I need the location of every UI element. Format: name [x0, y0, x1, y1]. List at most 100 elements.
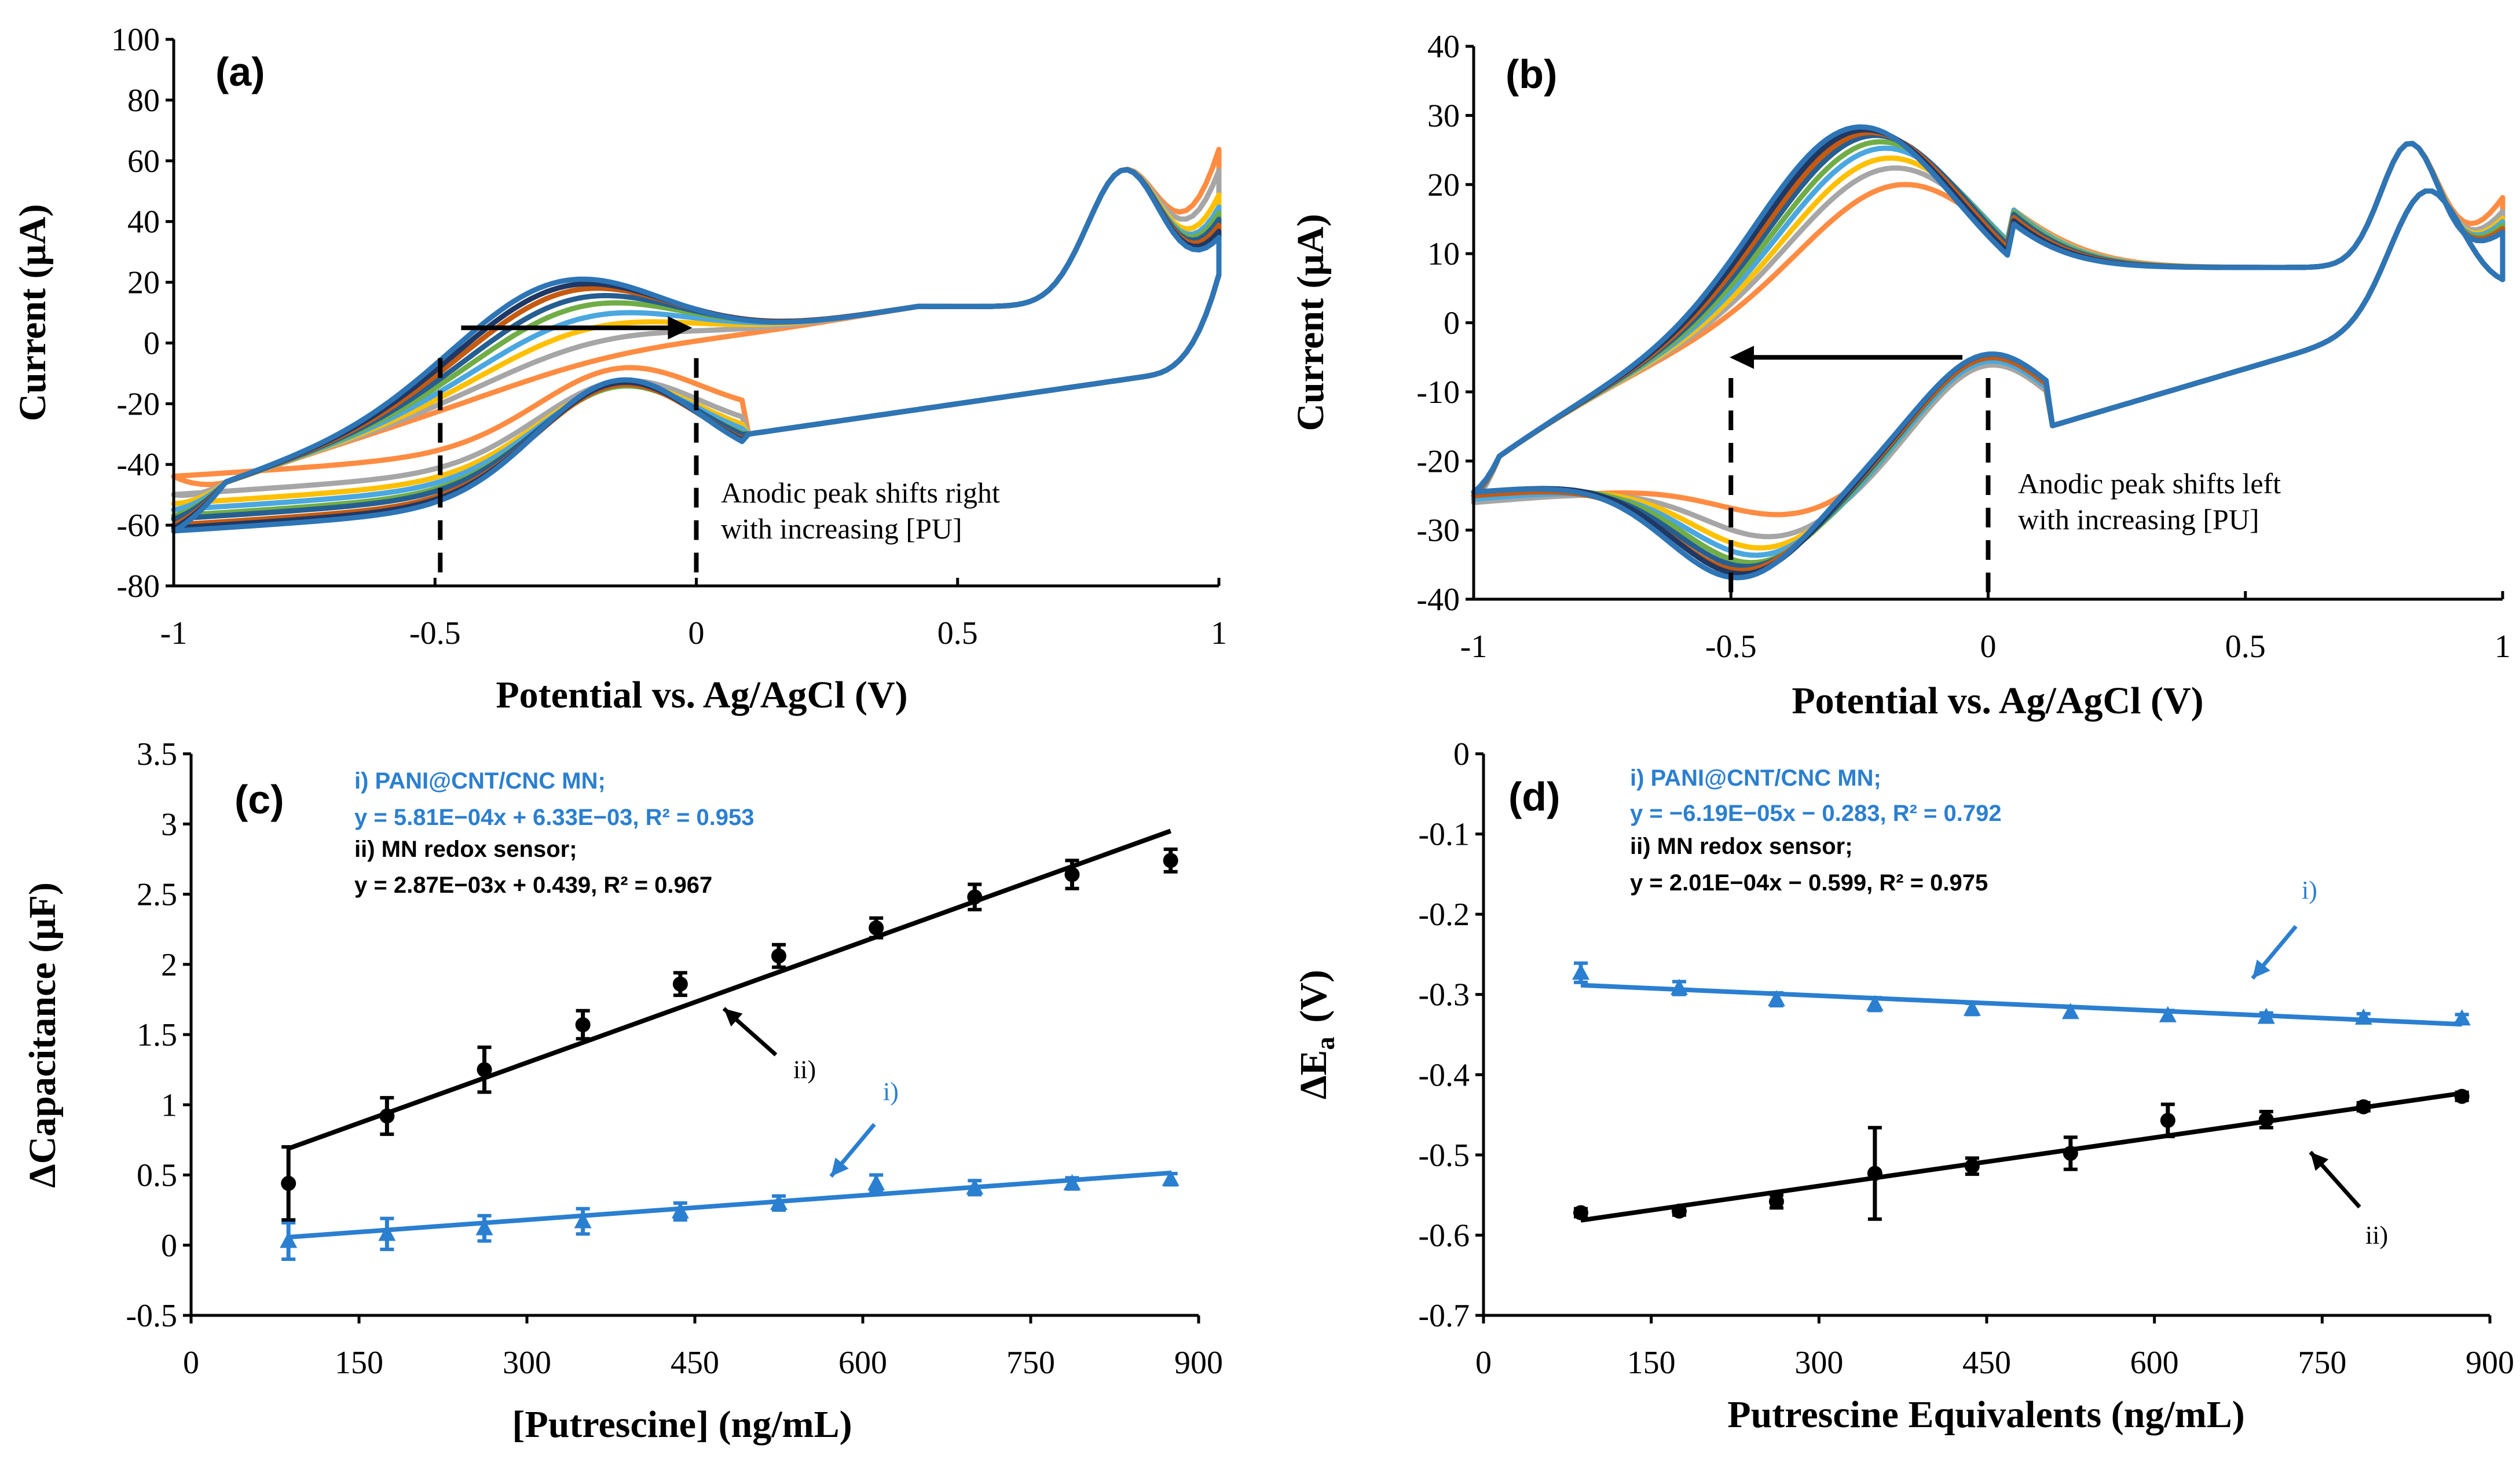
panel-c-fit-line-1: [288, 1170, 1171, 1240]
panel-a-label: (a): [215, 49, 265, 94]
panel-b-y-ticks: -40 -30 -20 -10 0 10 20 30 40: [1416, 29, 1474, 618]
panel-c-data-point-triangle: [770, 1194, 788, 1210]
panel-b-x-tick-label: 0: [1980, 629, 1997, 665]
panel-c-plot-area: i) ii): [280, 828, 1180, 1261]
panel-a-y-tick-label: -40: [116, 447, 160, 483]
panel-a-y-tick-label: 40: [127, 204, 160, 240]
panel-a-x-tick-label: 0.5: [937, 615, 978, 651]
panel-c-data-point-circle: [379, 1108, 395, 1124]
panel-d-data-point-circle: [1768, 1194, 1784, 1209]
panel-b-x-tick-label: 1: [2495, 629, 2511, 665]
panel-a-x-tick-label: -1: [160, 615, 188, 651]
panel-d-potential-shift-plot: i) ii) -0.7 -0.6 -0.5 -0.4 -0.3 -0.2 -0.1 0 0 150…: [1292, 736, 2514, 1436]
panel-c-legend-blue-equation: y = 5.81E−04x + 6.33E−03, R² = 0.953: [354, 805, 754, 830]
panel-d-data-point-circle: [2356, 1099, 2371, 1114]
panel-d-legend-black-equation: y = 2.01E−04x − 0.599, R² = 0.975: [1630, 870, 1988, 896]
panel-b-y-tick-label: 40: [1427, 29, 1460, 65]
panel-d-y-ticks: -0.7 -0.6 -0.5 -0.4 -0.3 -0.2 -0.1 0: [1418, 736, 1484, 1334]
panel-b-y-tick-label: -40: [1416, 582, 1460, 618]
panel-a-y-tick-label: 0: [144, 325, 160, 361]
panel-c-x-tick-label: 450: [671, 1345, 719, 1381]
panel-b-x-ticks: -1 -0.5 0 0.5 1: [1460, 591, 2511, 665]
panel-c-label: (c): [235, 777, 284, 822]
panel-b-plot-area: [1471, 124, 2506, 595]
panel-c-y-tick-label: 3: [161, 806, 177, 842]
panel-d-data-point-circle: [2454, 1088, 2470, 1104]
panel-d-data-point-triangle: [1767, 990, 1785, 1007]
panel-a-x-tick-label: 1: [1211, 615, 1227, 651]
panel-a-plot-area: [171, 146, 1222, 581]
panel-b-label: (b): [1506, 52, 1557, 97]
panel-c-data-point-triangle: [1162, 1169, 1180, 1186]
panel-d-data-point-circle: [1573, 1205, 1589, 1220]
panel-b-y-tick-label: 30: [1427, 98, 1460, 134]
panel-d-series-tag-arrowhead-2: [2310, 1152, 2329, 1171]
panel-c-data-point-circle: [771, 948, 786, 964]
panel-d-label: (d): [1508, 774, 1560, 819]
panel-d-x-tick-label: 150: [1627, 1345, 1676, 1381]
panel-c-legend-black-equation: y = 2.87E−03x + 0.439, R² = 0.967: [354, 872, 712, 898]
panel-c-y-ticks: -0.5 0 0.5 1 1.5 2 2.5 3 3.5: [126, 736, 191, 1334]
panel-c-data-point-circle: [477, 1062, 492, 1077]
panel-d-legend-black-name: ii) MN redox sensor;: [1630, 834, 1853, 859]
panel-a-y-tick-label: 60: [127, 144, 160, 179]
panel-c-data-point-triangle: [378, 1224, 396, 1241]
panel-c-data-point-triangle: [966, 1178, 984, 1195]
panel-c-y-tick-label: 0: [161, 1228, 177, 1264]
panel-d-fit-line-2: [1580, 1091, 2463, 1223]
panel-c-x-tick-label: 750: [1006, 1345, 1055, 1381]
panel-d-y-tick-label: -0.1: [1418, 817, 1470, 853]
panel-c-x-tick-label: 150: [335, 1345, 383, 1381]
panel-c-data-point-triangle: [280, 1231, 298, 1248]
panel-a-shift-arrow-head: [668, 316, 693, 340]
panel-d-data-point-circle: [1671, 1203, 1687, 1219]
panel-d-data-point-circle: [2160, 1113, 2175, 1128]
panel-d-x-tick-label: 0: [1475, 1345, 1492, 1381]
panel-c-y-tick-label: -0.5: [126, 1298, 177, 1334]
panel-c-data-point-circle: [1064, 867, 1080, 882]
panel-c-y-tick-label: 2.5: [137, 877, 177, 913]
panel-c-data-point-circle: [967, 889, 983, 905]
panel-d-data-point-triangle: [2061, 1003, 2079, 1020]
panel-d-data-point-circle: [2063, 1146, 2078, 1161]
panel-a-y-tick-label: 100: [111, 22, 160, 58]
panel-a-y-tick-label: 20: [127, 265, 160, 301]
panel-c-x-tick-label: 0: [183, 1345, 199, 1381]
panel-c-capacitance-plot: i)ii) -0.500.511.522.533.5 0 150 300 450 600…: [21, 736, 1223, 1446]
panel-a-annotation-line1: Anodic peak shifts right: [721, 476, 1000, 509]
panel-b-x-title: Potential vs. Ag/AgCl (V): [1792, 680, 2203, 722]
panel-d-y-tick-label: -0.3: [1418, 977, 1470, 1013]
panel-d-data-point-triangle: [1866, 995, 1884, 1011]
panel-c-series-tag-2: ii): [793, 1055, 816, 1084]
panel-d-y-tick-label: -0.5: [1418, 1138, 1470, 1174]
panel-b-y-tick-label: 20: [1427, 167, 1460, 203]
panel-d-x-tick-label: 450: [1962, 1345, 2011, 1381]
panel-a-y-ticks: -80 -60 -40 -20 0 20 40 60 80 100: [111, 22, 174, 604]
panel-c-y-tick-label: 3.5: [137, 736, 177, 772]
panel-c-data-point-circle: [1163, 853, 1178, 868]
panel-d-fit-line-1: [1580, 982, 2462, 1027]
panel-d-data-point-triangle: [2453, 1009, 2471, 1026]
panel-b-x-tick-label: 0.5: [2225, 629, 2266, 665]
panel-c-data-point-circle: [672, 976, 688, 992]
panel-d-legend-blue-name: i) PANI@CNT/CNC MN;: [1630, 765, 1881, 791]
panel-d-x-tick-label: 750: [2298, 1345, 2346, 1381]
panel-c-y-tick-label: 0.5: [137, 1158, 177, 1194]
panel-a-cv-curve: [171, 167, 1222, 534]
panel-d-x-tick-label: 900: [2466, 1345, 2514, 1381]
panel-c-fit-line-2: [287, 828, 1172, 1151]
panel-c-y-tick-label: 1.5: [137, 1017, 177, 1053]
panel-c-series-tag-arrowhead-1: [831, 1157, 849, 1176]
panel-d-x-tick-label: 300: [1794, 1345, 1843, 1381]
panel-c-series-tag-1: i): [883, 1077, 899, 1106]
panel-c-x-ticks: 0 150 300 450 600 750 900: [183, 1315, 1223, 1381]
panel-b-cv-plot: -40 -30 -20 -10 0 10 20 30 40 -1 -0.5 0 0.5 1 (b) Po…: [1290, 29, 2511, 722]
panel-a-cv-plot: -80 -60 -40 -20 0 20 40 60 80 100 -1 -0.5 0 0.5 1 (a)…: [12, 22, 1227, 716]
panel-d-series-tag-arrowhead-1: [2252, 959, 2270, 978]
panel-c-data-point-circle: [281, 1176, 296, 1191]
panel-d-y-tick-label: -0.2: [1418, 897, 1470, 933]
panel-b-y-tick-label: -20: [1416, 443, 1460, 479]
panel-b-y-tick-label: -10: [1416, 375, 1460, 410]
panel-d-x-ticks: 0 150 300 450 600 750 900: [1475, 1315, 2514, 1381]
